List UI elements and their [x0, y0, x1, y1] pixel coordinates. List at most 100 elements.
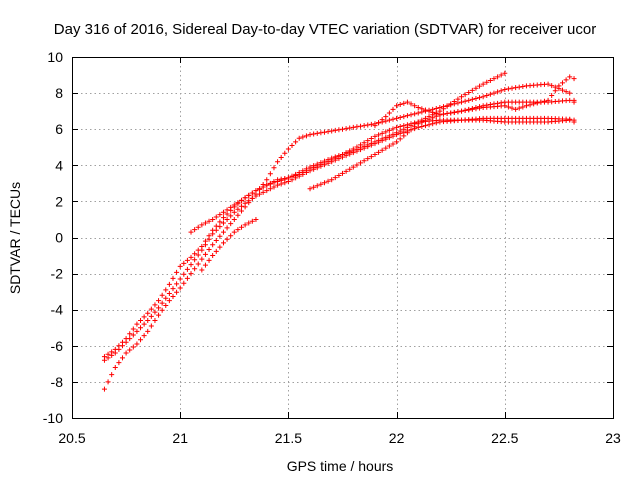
- data-point: [253, 188, 259, 194]
- data-point: [285, 146, 291, 152]
- data-point: [220, 209, 226, 215]
- x-tick-label: 22: [389, 430, 405, 446]
- data-point: [386, 110, 392, 116]
- data-point: [462, 107, 468, 113]
- data-point: [249, 190, 255, 196]
- data-point: [213, 214, 219, 220]
- data-point: [379, 138, 385, 144]
- data-point: [105, 355, 111, 361]
- data-point: [422, 107, 428, 113]
- data-point: [571, 76, 577, 82]
- data-point: [386, 117, 392, 123]
- data-point: [163, 302, 169, 308]
- data-point: [141, 321, 147, 327]
- data-point: [213, 248, 219, 254]
- data-point: [487, 102, 493, 108]
- data-point: [109, 372, 115, 378]
- data-point: [311, 131, 317, 137]
- data-point: [430, 115, 436, 121]
- x-tick-label: 21.5: [275, 430, 302, 446]
- data-point: [127, 331, 133, 337]
- data-point: [228, 233, 234, 239]
- data-point: [138, 325, 144, 331]
- data-point: [159, 300, 165, 306]
- data-point: [210, 242, 216, 248]
- data-point: [361, 145, 367, 151]
- data-point: [318, 130, 324, 136]
- data-point: [332, 127, 338, 133]
- data-point: [390, 116, 396, 122]
- data-point: [166, 290, 172, 296]
- data-point: [195, 261, 201, 267]
- data-point: [231, 216, 237, 222]
- data-point: [505, 86, 511, 92]
- data-point: [174, 281, 180, 287]
- data-point: [239, 197, 245, 203]
- data-point: [401, 133, 407, 139]
- data-point: [437, 105, 443, 111]
- data-point: [372, 123, 378, 129]
- data-point: [127, 347, 133, 353]
- data-point: [412, 124, 418, 130]
- data-point: [159, 292, 165, 298]
- data-point: [314, 130, 320, 136]
- data-point: [257, 186, 263, 192]
- data-point: [498, 100, 504, 106]
- data-point: [112, 350, 118, 356]
- data-point: [239, 224, 245, 230]
- data-point: [264, 182, 270, 188]
- data-point: [383, 145, 389, 151]
- data-point: [271, 184, 277, 190]
- data-point: [390, 133, 396, 139]
- data-point: [365, 156, 371, 162]
- data-point: [552, 88, 558, 94]
- data-point: [332, 175, 338, 181]
- data-point: [484, 93, 490, 99]
- data-point: [343, 150, 349, 156]
- data-point: [224, 216, 230, 222]
- data-point: [451, 101, 457, 107]
- data-point: [459, 99, 465, 105]
- data-point: [152, 309, 158, 315]
- data-point: [397, 130, 403, 136]
- data-point: [130, 332, 136, 338]
- data-point: [466, 97, 472, 103]
- data-point: [379, 130, 385, 136]
- data-point: [264, 188, 270, 194]
- y-tick-label: 0: [55, 230, 63, 246]
- data-point: [466, 89, 472, 95]
- data-point: [267, 171, 273, 177]
- data-point: [347, 148, 353, 154]
- data-point: [260, 189, 266, 195]
- data-point: [480, 94, 486, 100]
- data-point: [379, 117, 385, 123]
- series-7: [372, 97, 577, 129]
- data-point: [123, 350, 129, 356]
- y-tick-label: -8: [51, 374, 64, 390]
- data-point: [469, 105, 475, 111]
- data-point: [199, 256, 205, 262]
- data-point: [246, 220, 252, 226]
- data-point: [368, 121, 374, 127]
- data-point: [549, 93, 555, 99]
- data-point: [368, 136, 374, 142]
- data-point: [170, 293, 176, 299]
- data-point: [484, 102, 490, 108]
- data-point: [567, 97, 573, 103]
- data-point: [408, 127, 414, 133]
- data-point: [170, 275, 176, 281]
- data-point: [239, 208, 245, 214]
- data-point: [520, 104, 526, 110]
- data-point: [235, 206, 241, 212]
- data-point: [480, 81, 486, 87]
- data-point: [358, 142, 364, 148]
- data-point: [495, 89, 501, 95]
- data-point: [213, 227, 219, 233]
- data-point: [390, 106, 396, 112]
- data-point: [181, 260, 187, 266]
- data-point: [469, 87, 475, 93]
- data-point: [361, 123, 367, 129]
- data-point: [426, 116, 432, 122]
- data-point: [495, 74, 501, 80]
- data-point: [383, 118, 389, 124]
